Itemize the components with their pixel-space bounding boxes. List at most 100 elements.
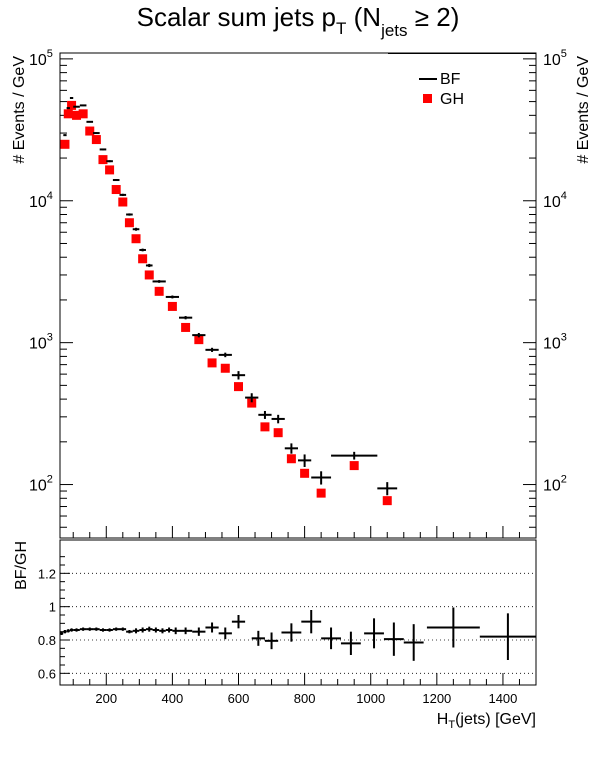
legend-box-top-edge bbox=[388, 53, 536, 54]
ratio-y-tick-label: 0.8 bbox=[38, 633, 56, 648]
gh-point bbox=[260, 422, 270, 432]
ratio-point bbox=[218, 627, 232, 640]
x-tick-label: 1400 bbox=[488, 691, 517, 706]
ratio-point bbox=[106, 628, 113, 632]
ratio-x-tick-labels: 200 400 600 800 1000 1200 1400 bbox=[95, 691, 517, 706]
bf-point bbox=[231, 371, 246, 380]
y-tick-label: 104 bbox=[29, 190, 53, 211]
gh-point bbox=[98, 155, 108, 165]
y-tick-base: 10 bbox=[543, 478, 561, 495]
y-tick-exponent: 5 bbox=[47, 48, 53, 60]
gh-point bbox=[131, 234, 141, 244]
gh-point bbox=[118, 197, 128, 207]
bf-point bbox=[192, 332, 206, 338]
y-tick-label: 103 bbox=[543, 332, 567, 353]
y-tick-base: 10 bbox=[29, 336, 47, 353]
x-axis-label-rest: (jets) [GeV] bbox=[455, 711, 536, 728]
ratio-point bbox=[63, 630, 67, 634]
gh-point bbox=[105, 165, 115, 175]
x-tick-label: 1000 bbox=[356, 691, 385, 706]
ratio-axis-ticks bbox=[60, 556, 537, 685]
y-tick-label: 105 bbox=[29, 48, 53, 69]
title-sub-t: T bbox=[336, 19, 346, 38]
gh-series bbox=[60, 100, 392, 506]
bf-point bbox=[112, 179, 120, 182]
gh-point bbox=[181, 322, 191, 332]
gh-point bbox=[300, 468, 310, 478]
ratio-point bbox=[301, 610, 322, 634]
legend: BF GH bbox=[388, 53, 536, 108]
gh-point bbox=[286, 454, 296, 464]
y-tick-base: 10 bbox=[543, 194, 561, 211]
gh-point bbox=[72, 110, 82, 120]
bf-point bbox=[93, 132, 100, 135]
upper-y-axis-label-right: # Events / GeV bbox=[575, 56, 592, 164]
x-axis-label-h: H bbox=[437, 711, 449, 728]
gh-point bbox=[60, 139, 70, 149]
gh-point bbox=[382, 496, 392, 506]
x-axis-label: HT(jets) [GeV] bbox=[437, 711, 536, 731]
bf-point bbox=[145, 263, 153, 268]
legend-gh-marker bbox=[423, 94, 432, 103]
y-tick-exponent: 2 bbox=[47, 474, 53, 486]
gh-point bbox=[67, 100, 77, 110]
ratio-point bbox=[264, 632, 279, 650]
chart-title: Scalar sum jets pT (Njets ≥ 2) bbox=[137, 2, 460, 40]
x-tick-label: 1200 bbox=[422, 691, 451, 706]
gh-point bbox=[78, 109, 88, 119]
upper-axis-ticks bbox=[60, 58, 537, 538]
ratio-point bbox=[231, 615, 246, 629]
ratio-point bbox=[205, 622, 219, 633]
upper-y-axis-label-left: # Events / GeV bbox=[11, 56, 28, 164]
title-sub-jets: jets bbox=[380, 21, 407, 40]
y-tick-base: 10 bbox=[29, 52, 47, 69]
legend-gh-label: GH bbox=[440, 91, 464, 108]
ratio-y-tick-label: 0.6 bbox=[38, 666, 56, 681]
x-tick-label: 400 bbox=[162, 691, 184, 706]
bf-point bbox=[179, 316, 193, 320]
ratio-point bbox=[69, 628, 74, 632]
y-tick-exponent: 4 bbox=[561, 190, 567, 202]
y-tick-exponent: 5 bbox=[561, 48, 567, 60]
gh-point bbox=[194, 335, 204, 345]
bf-point bbox=[106, 160, 113, 163]
ratio-point bbox=[192, 627, 206, 636]
bf-point bbox=[165, 295, 179, 299]
gh-point bbox=[111, 185, 121, 195]
ratio-panel: 0.6 0.8 1 1.2 200 400 600 800 1000 1200 1400 BF/G… bbox=[13, 539, 537, 731]
bf-point bbox=[377, 482, 398, 496]
y-tick-exponent: 3 bbox=[47, 332, 53, 344]
ratio-point bbox=[403, 624, 424, 661]
bf-point bbox=[298, 454, 312, 467]
gh-point bbox=[124, 218, 134, 228]
ratio-point bbox=[479, 613, 536, 660]
ratio-point bbox=[66, 629, 70, 633]
ratio-point bbox=[172, 627, 179, 635]
ratio-point bbox=[165, 627, 173, 633]
gh-point bbox=[167, 301, 177, 311]
bf-point bbox=[132, 227, 140, 231]
bf-point bbox=[258, 410, 272, 419]
gh-point bbox=[207, 358, 217, 368]
y-tick-label: 102 bbox=[29, 474, 53, 495]
x-axis-label-sub: T bbox=[448, 719, 455, 731]
bf-point bbox=[69, 96, 74, 99]
title-main: Scalar sum jets p bbox=[137, 2, 336, 32]
bf-point bbox=[205, 347, 219, 352]
y-tick-exponent: 2 bbox=[561, 474, 567, 486]
gh-point bbox=[63, 109, 73, 119]
y-tick-label: 104 bbox=[543, 190, 567, 211]
bf-point bbox=[63, 134, 67, 137]
y-tick-base: 10 bbox=[543, 336, 561, 353]
bf-point bbox=[66, 107, 70, 110]
bf-point bbox=[271, 414, 285, 424]
gh-point bbox=[144, 270, 154, 280]
bf-point bbox=[311, 471, 332, 485]
ratio-point bbox=[93, 627, 100, 631]
gh-point bbox=[85, 126, 95, 136]
gh-point bbox=[220, 363, 230, 373]
ratio-point bbox=[179, 627, 193, 635]
ratio-plot-frame bbox=[59, 539, 537, 686]
bf-point bbox=[126, 213, 133, 216]
